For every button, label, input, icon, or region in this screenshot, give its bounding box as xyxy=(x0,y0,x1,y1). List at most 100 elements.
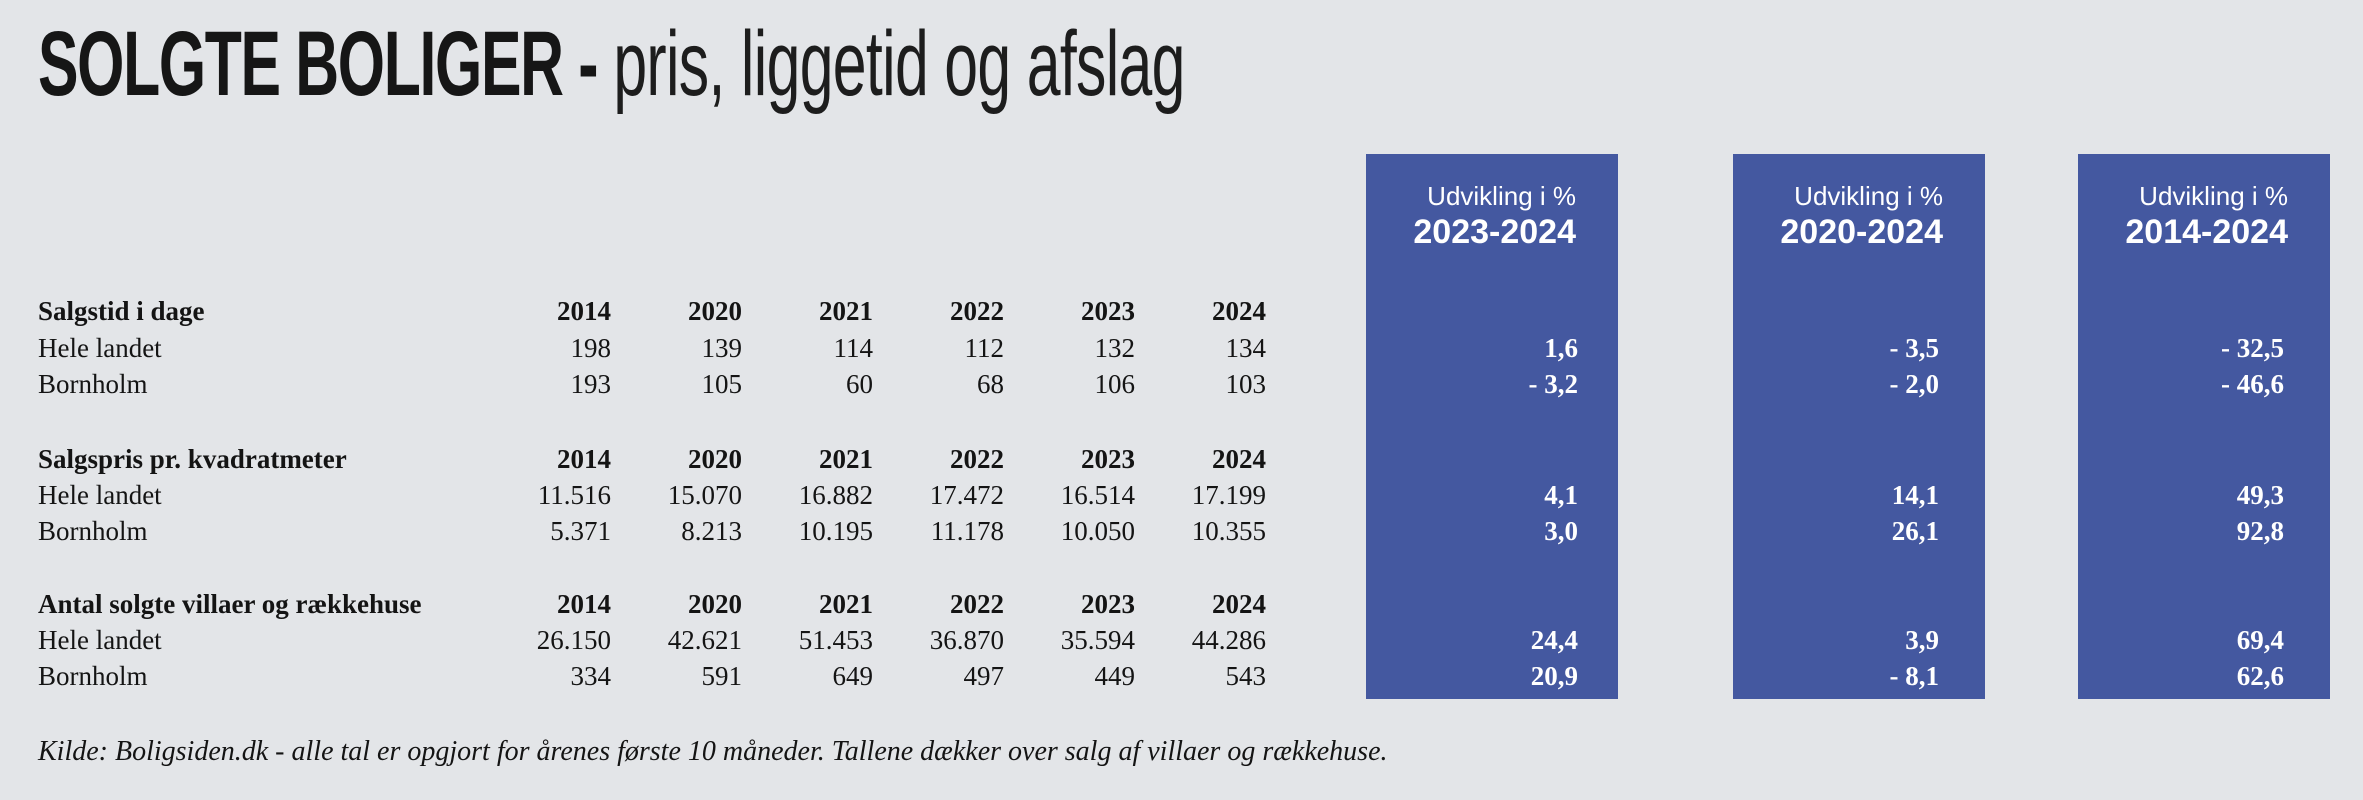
dev-value: 3,0 xyxy=(1544,516,1578,546)
year-value: 198 xyxy=(570,333,612,363)
year-value: 8.213 xyxy=(681,516,742,546)
year-value: 16.514 xyxy=(1060,480,1135,510)
year-value: 106 xyxy=(1094,369,1136,399)
year-header: 2021 xyxy=(819,296,873,326)
year-value: 17.199 xyxy=(1191,480,1266,510)
year-header: 2024 xyxy=(1212,444,1266,474)
dev-box-header: Udvikling i % 2023-2024 xyxy=(1366,154,1618,252)
year-value: 35.594 xyxy=(1060,625,1135,655)
year-value: 5.371 xyxy=(550,516,611,546)
year-value: 17.472 xyxy=(929,480,1004,510)
year-value: 543 xyxy=(1225,661,1267,691)
dev-value: 62,6 xyxy=(2236,661,2284,691)
row-label: Hele landet xyxy=(38,480,162,510)
year-value: 139 xyxy=(701,333,743,363)
title-main: SOLGTE BOLIGER - xyxy=(38,13,598,115)
year-value: 334 xyxy=(570,661,612,691)
year-value: 105 xyxy=(701,369,743,399)
row-label: Bornholm xyxy=(38,516,148,546)
year-value: 132 xyxy=(1094,333,1136,363)
year-value: 497 xyxy=(963,661,1005,691)
year-value: 103 xyxy=(1225,369,1267,399)
year-value: 134 xyxy=(1225,333,1267,363)
dev-box-label: Udvikling i % xyxy=(1427,181,1576,211)
year-header: 2023 xyxy=(1081,589,1135,619)
year-value: 68 xyxy=(977,369,1004,399)
year-value: 16.882 xyxy=(798,480,873,510)
dev-value: 1,6 xyxy=(1544,333,1578,363)
year-value: 36.870 xyxy=(929,625,1004,655)
year-value: 15.070 xyxy=(667,480,742,510)
year-value: 51.453 xyxy=(798,625,873,655)
dev-box-header: Udvikling i % 2014-2024 xyxy=(2078,154,2330,252)
dev-value: 26,1 xyxy=(1891,516,1939,546)
year-value: 11.516 xyxy=(537,480,611,510)
year-header: 2020 xyxy=(688,444,742,474)
year-value: 10.050 xyxy=(1060,516,1135,546)
dev-box-header: Udvikling i % 2020-2024 xyxy=(1733,154,1985,252)
year-header: 2022 xyxy=(950,589,1004,619)
dev-value: - 8,1 xyxy=(1889,661,1940,691)
dev-box-2023-2024: Udvikling i % 2023-2024 xyxy=(1366,154,1618,699)
row-label: Hele landet xyxy=(38,625,162,655)
title-subtitle: pris, liggetid og afslag xyxy=(597,13,1185,115)
year-header: 2022 xyxy=(950,444,1004,474)
dev-box-range: 2014-2024 xyxy=(2125,213,2288,251)
dev-value: 3,9 xyxy=(1905,625,1939,655)
row-label: Bornholm xyxy=(38,369,148,399)
year-value: 193 xyxy=(570,369,612,399)
year-header: 2024 xyxy=(1212,296,1266,326)
dev-value: - 32,5 xyxy=(2221,333,2284,363)
year-value: 591 xyxy=(701,661,743,691)
dev-box-range: 2023-2024 xyxy=(1413,213,1576,251)
page-title: SOLGTE BOLIGER - pris, liggetid og afsla… xyxy=(38,18,1185,110)
section-title: Salgstid i dage xyxy=(38,296,205,326)
dev-value: 24,4 xyxy=(1530,625,1578,655)
year-header: 2023 xyxy=(1081,444,1135,474)
dev-value: 4,1 xyxy=(1544,480,1578,510)
year-header: 2014 xyxy=(557,296,611,326)
year-header: 2024 xyxy=(1212,589,1266,619)
year-value: 44.286 xyxy=(1191,625,1266,655)
section-title: Salgspris pr. kvadratmeter xyxy=(38,444,347,474)
year-value: 10.355 xyxy=(1191,516,1266,546)
dev-value: - 3,5 xyxy=(1889,333,1940,363)
dev-value: - 2,0 xyxy=(1889,369,1940,399)
dev-value: - 3,2 xyxy=(1528,369,1579,399)
table-row: Hele landet 26.150 42.621 51.453 36.870 … xyxy=(38,624,2284,656)
year-header: 2021 xyxy=(819,589,873,619)
section-header-row: Salgstid i dage 2014 2020 2021 2022 2023… xyxy=(38,295,1266,327)
year-value: 60 xyxy=(846,369,873,399)
dev-box-label: Udvikling i % xyxy=(1794,181,1943,211)
year-header: 2022 xyxy=(950,296,1004,326)
year-value: 649 xyxy=(832,661,874,691)
section-header-row: Antal solgte villaer og rækkehuse 2014 2… xyxy=(38,588,1266,620)
dev-value: - 46,6 xyxy=(2221,369,2284,399)
year-header: 2014 xyxy=(557,589,611,619)
year-header: 2020 xyxy=(688,296,742,326)
source-note: Kilde: Boligsiden.dk - alle tal er opgjo… xyxy=(38,736,1388,767)
year-header: 2020 xyxy=(688,589,742,619)
row-label: Bornholm xyxy=(38,661,148,691)
year-value: 11.178 xyxy=(930,516,1004,546)
year-value: 42.621 xyxy=(667,625,742,655)
table-row: Bornholm 193 105 60 68 106 103 - 3,2 - 2… xyxy=(38,368,2284,400)
year-value: 26.150 xyxy=(536,625,611,655)
table-row: Bornholm 5.371 8.213 10.195 11.178 10.05… xyxy=(38,515,2284,547)
year-header: 2021 xyxy=(819,444,873,474)
year-header: 2023 xyxy=(1081,296,1135,326)
dev-box-label: Udvikling i % xyxy=(2139,181,2288,211)
dev-box-2014-2024: Udvikling i % 2014-2024 xyxy=(2078,154,2330,699)
year-value: 449 xyxy=(1094,661,1136,691)
section-header-row: Salgspris pr. kvadratmeter 2014 2020 202… xyxy=(38,443,1266,475)
section-title: Antal solgte villaer og rækkehuse xyxy=(38,589,422,619)
year-value: 114 xyxy=(833,333,874,363)
row-label: Hele landet xyxy=(38,333,162,363)
dev-box-2020-2024: Udvikling i % 2020-2024 xyxy=(1733,154,1985,699)
table-row: Hele landet 11.516 15.070 16.882 17.472 … xyxy=(38,479,2284,511)
year-value: 112 xyxy=(964,333,1005,363)
table-row: Hele landet 198 139 114 112 132 134 1,6 … xyxy=(38,332,2284,364)
year-value: 10.195 xyxy=(798,516,873,546)
dev-value: 49,3 xyxy=(2236,480,2284,510)
